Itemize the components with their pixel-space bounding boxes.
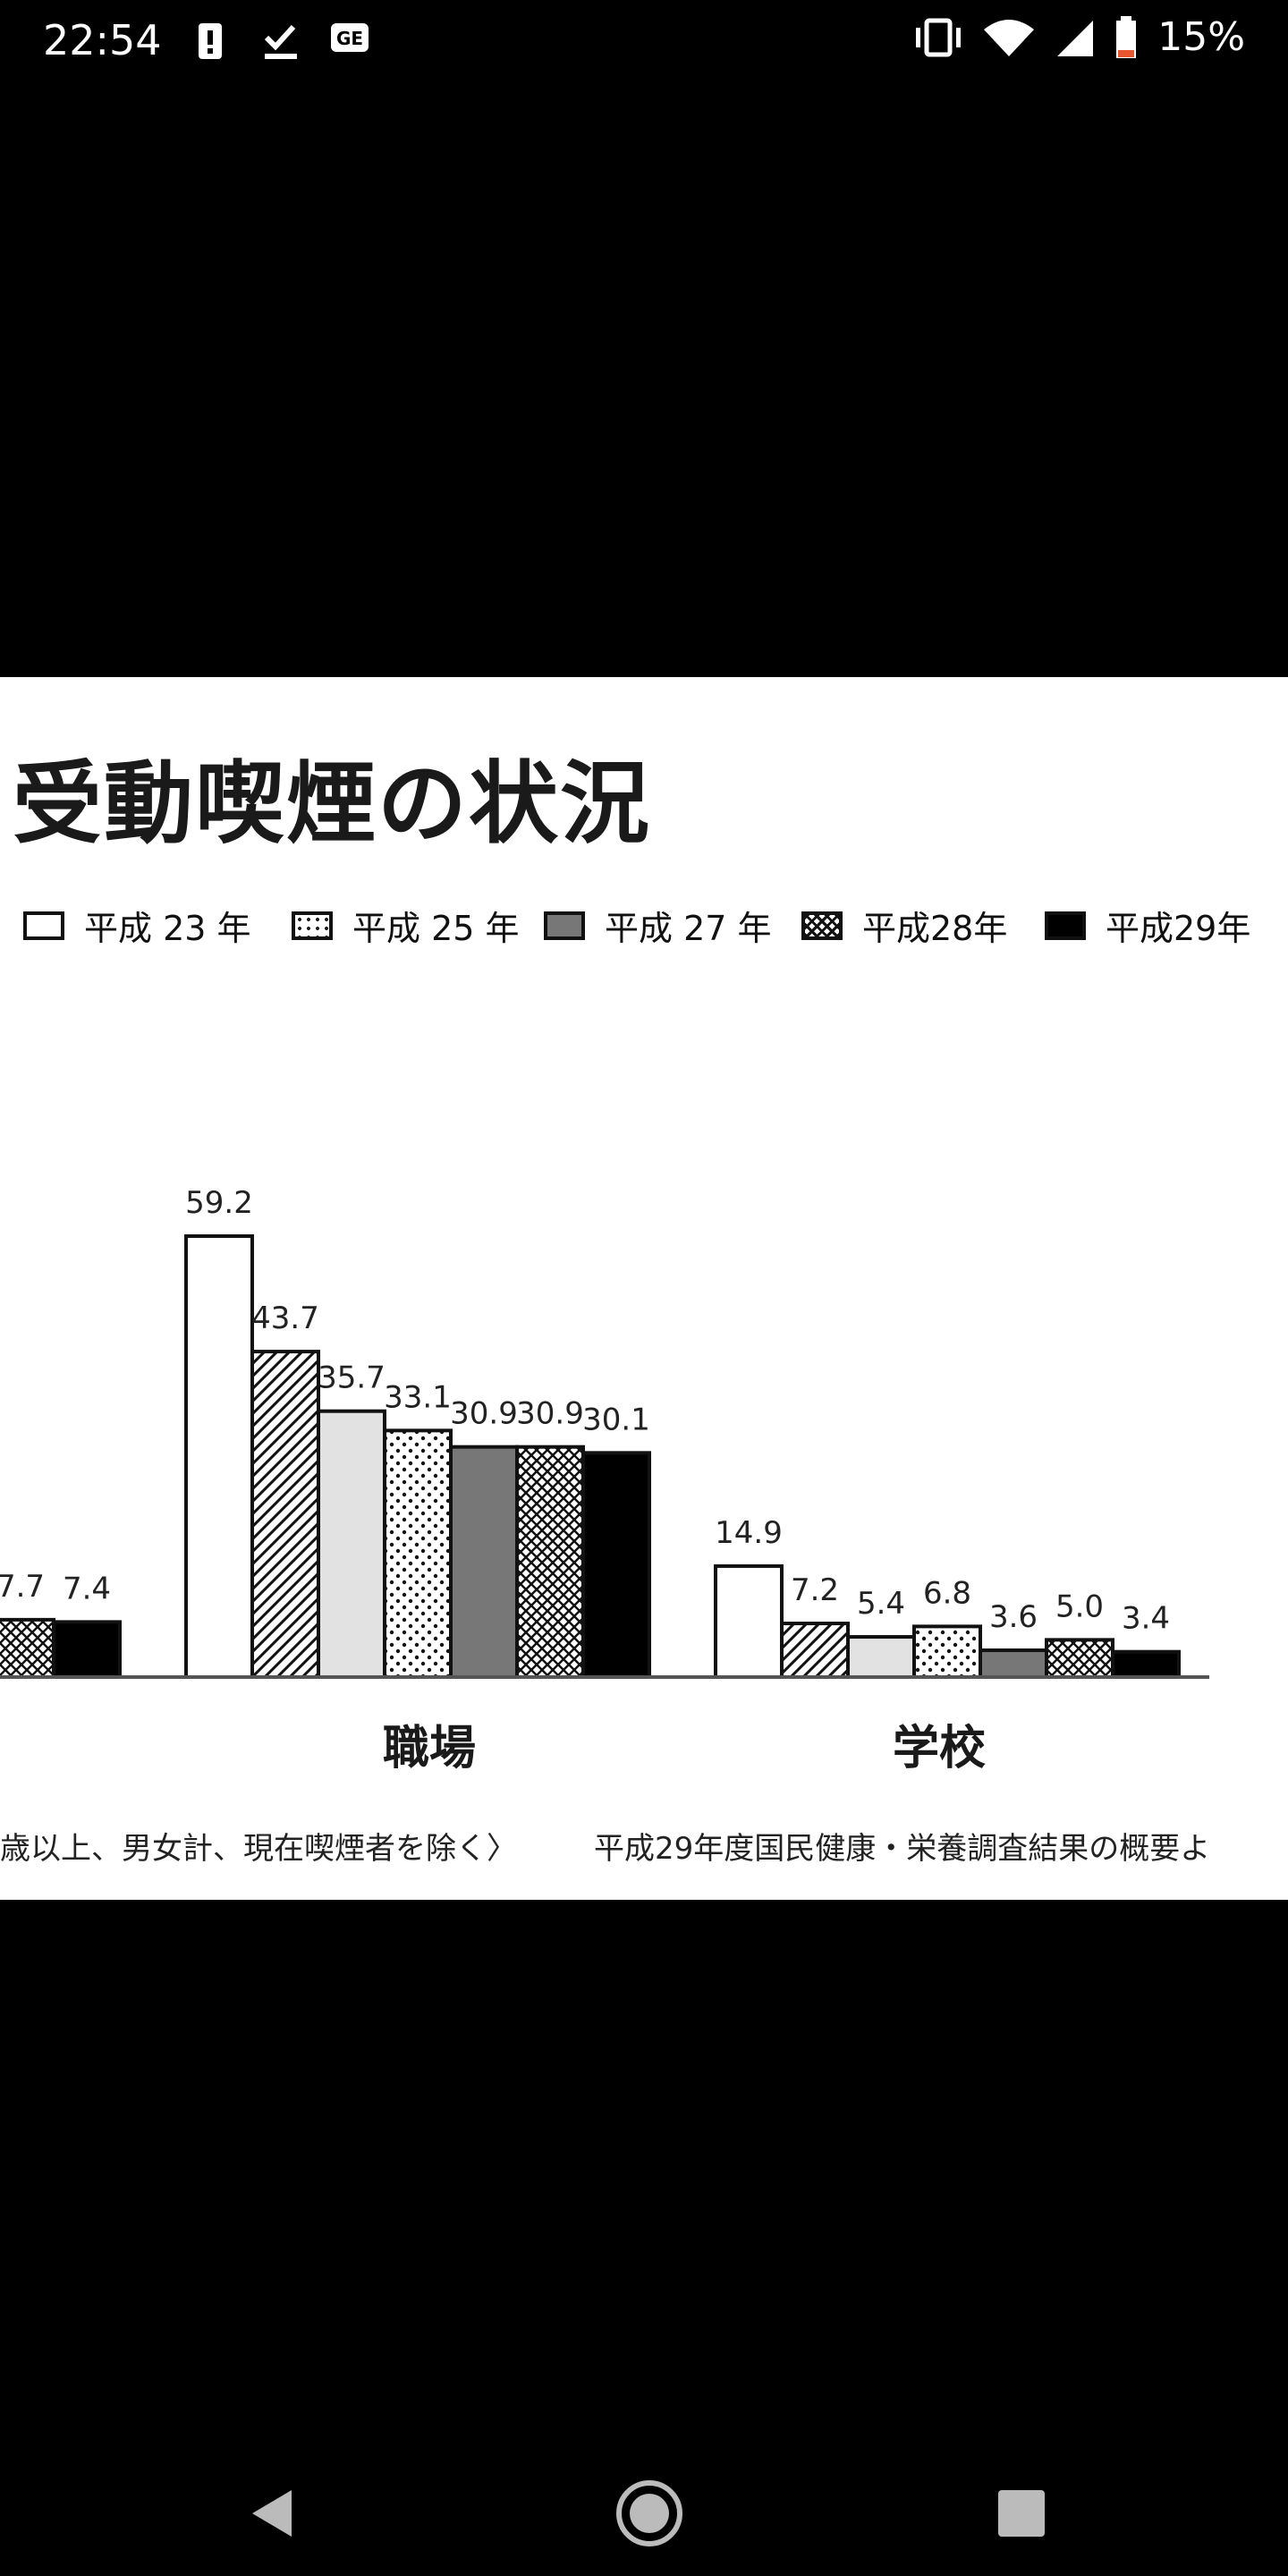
data-label: 5.4	[857, 1586, 905, 1622]
legend-swatch	[544, 911, 585, 940]
data-label: 59.2	[185, 1185, 253, 1221]
data-label: 5.0	[1055, 1589, 1104, 1624]
bar-2-4	[979, 1648, 1048, 1679]
data-label: 14.9	[715, 1515, 783, 1551]
signal-icon	[1057, 20, 1094, 56]
data-label: 33.1	[384, 1379, 452, 1415]
bar-1-3	[383, 1428, 453, 1679]
chart-title: 受動喫煙の状況	[13, 751, 651, 856]
legend-label: 平成28年	[862, 909, 1008, 948]
status-right: 15%	[914, 14, 1245, 60]
legend-item-1: 平成 23 年	[23, 901, 251, 950]
battery-alert-icon	[199, 23, 222, 59]
home-icon[interactable]	[614, 2478, 685, 2549]
category-label: 学校	[893, 1722, 986, 1775]
legend-label: 平成 25 年	[352, 909, 520, 948]
bar-2-6	[1111, 1649, 1181, 1679]
legend-label: 平成 23 年	[84, 909, 251, 948]
data-label: 7.4	[63, 1571, 111, 1606]
bar-2-5	[1045, 1638, 1114, 1679]
legend-item-3: 平成 27 年	[544, 901, 772, 950]
bar-2-2	[846, 1635, 916, 1679]
download-done-icon	[264, 24, 297, 59]
legend-label: 平成29年	[1106, 909, 1251, 948]
bar-2-1	[780, 1622, 850, 1679]
data-label: 43.7	[251, 1301, 319, 1336]
footnote-left: 歳以上、男女計、現在喫煙者を除く〉	[0, 1831, 517, 1867]
battery-icon	[1116, 15, 1137, 58]
bar-1-5	[515, 1445, 585, 1680]
bar-2-0	[714, 1563, 784, 1680]
legend-item-2: 平成 25 年	[292, 901, 520, 950]
legend-swatch	[1045, 911, 1086, 940]
navigation-bar	[0, 2451, 1288, 2576]
vibrate-icon	[916, 18, 962, 56]
bar-0-0	[0, 1617, 55, 1680]
bar-1-0	[184, 1234, 254, 1679]
bar-1-6	[581, 1451, 651, 1679]
legend-label: 平成 27 年	[605, 909, 772, 948]
data-label: 7.2	[791, 1572, 839, 1608]
svg-text:GE: GE	[336, 28, 363, 49]
data-label: 3.6	[989, 1599, 1038, 1635]
chart-image-panel[interactable]: 受動喫煙の状況 7.7 7.4 59.2 43.7 35.7 33.1 30.9 30.9 30…	[0, 677, 1288, 1900]
status-bar: 22:54 GE 15%	[0, 0, 1288, 80]
back-icon[interactable]	[240, 2478, 311, 2549]
bar-1-1	[250, 1350, 320, 1679]
legend-swatch	[23, 911, 64, 940]
legend-swatch	[292, 911, 333, 940]
gtalk-icon: GE	[331, 23, 369, 52]
bar-1-2	[317, 1409, 386, 1679]
bar-0-1	[52, 1620, 122, 1679]
legend-item-4: 平成28年	[801, 901, 1007, 950]
category-label: 職場	[383, 1722, 476, 1775]
data-label: 30.1	[582, 1402, 650, 1437]
bar-2-3	[912, 1624, 982, 1679]
legend-item-5: 平成29年	[1045, 901, 1250, 950]
data-label: 30.9	[450, 1396, 518, 1432]
wifi-icon	[984, 19, 1035, 56]
status-time: 22:54	[43, 16, 162, 64]
footnote-right: 平成29年度国民健康・栄養調査結果の概要よ	[594, 1831, 1211, 1867]
chart-svg: 7.7 7.459.243.735.733.130.930.930.114.97.…	[0, 1185, 1209, 1775]
data-label: 35.7	[318, 1360, 386, 1396]
recents-icon[interactable]	[986, 2478, 1057, 2549]
data-label: 7.7	[0, 1569, 45, 1605]
battery-percent: 15%	[1157, 14, 1245, 60]
data-label: 3.4	[1122, 1601, 1170, 1637]
data-label: 6.8	[923, 1575, 971, 1611]
data-label: 30.9	[516, 1396, 584, 1432]
bar-1-4	[449, 1445, 519, 1680]
legend-swatch	[801, 911, 843, 940]
